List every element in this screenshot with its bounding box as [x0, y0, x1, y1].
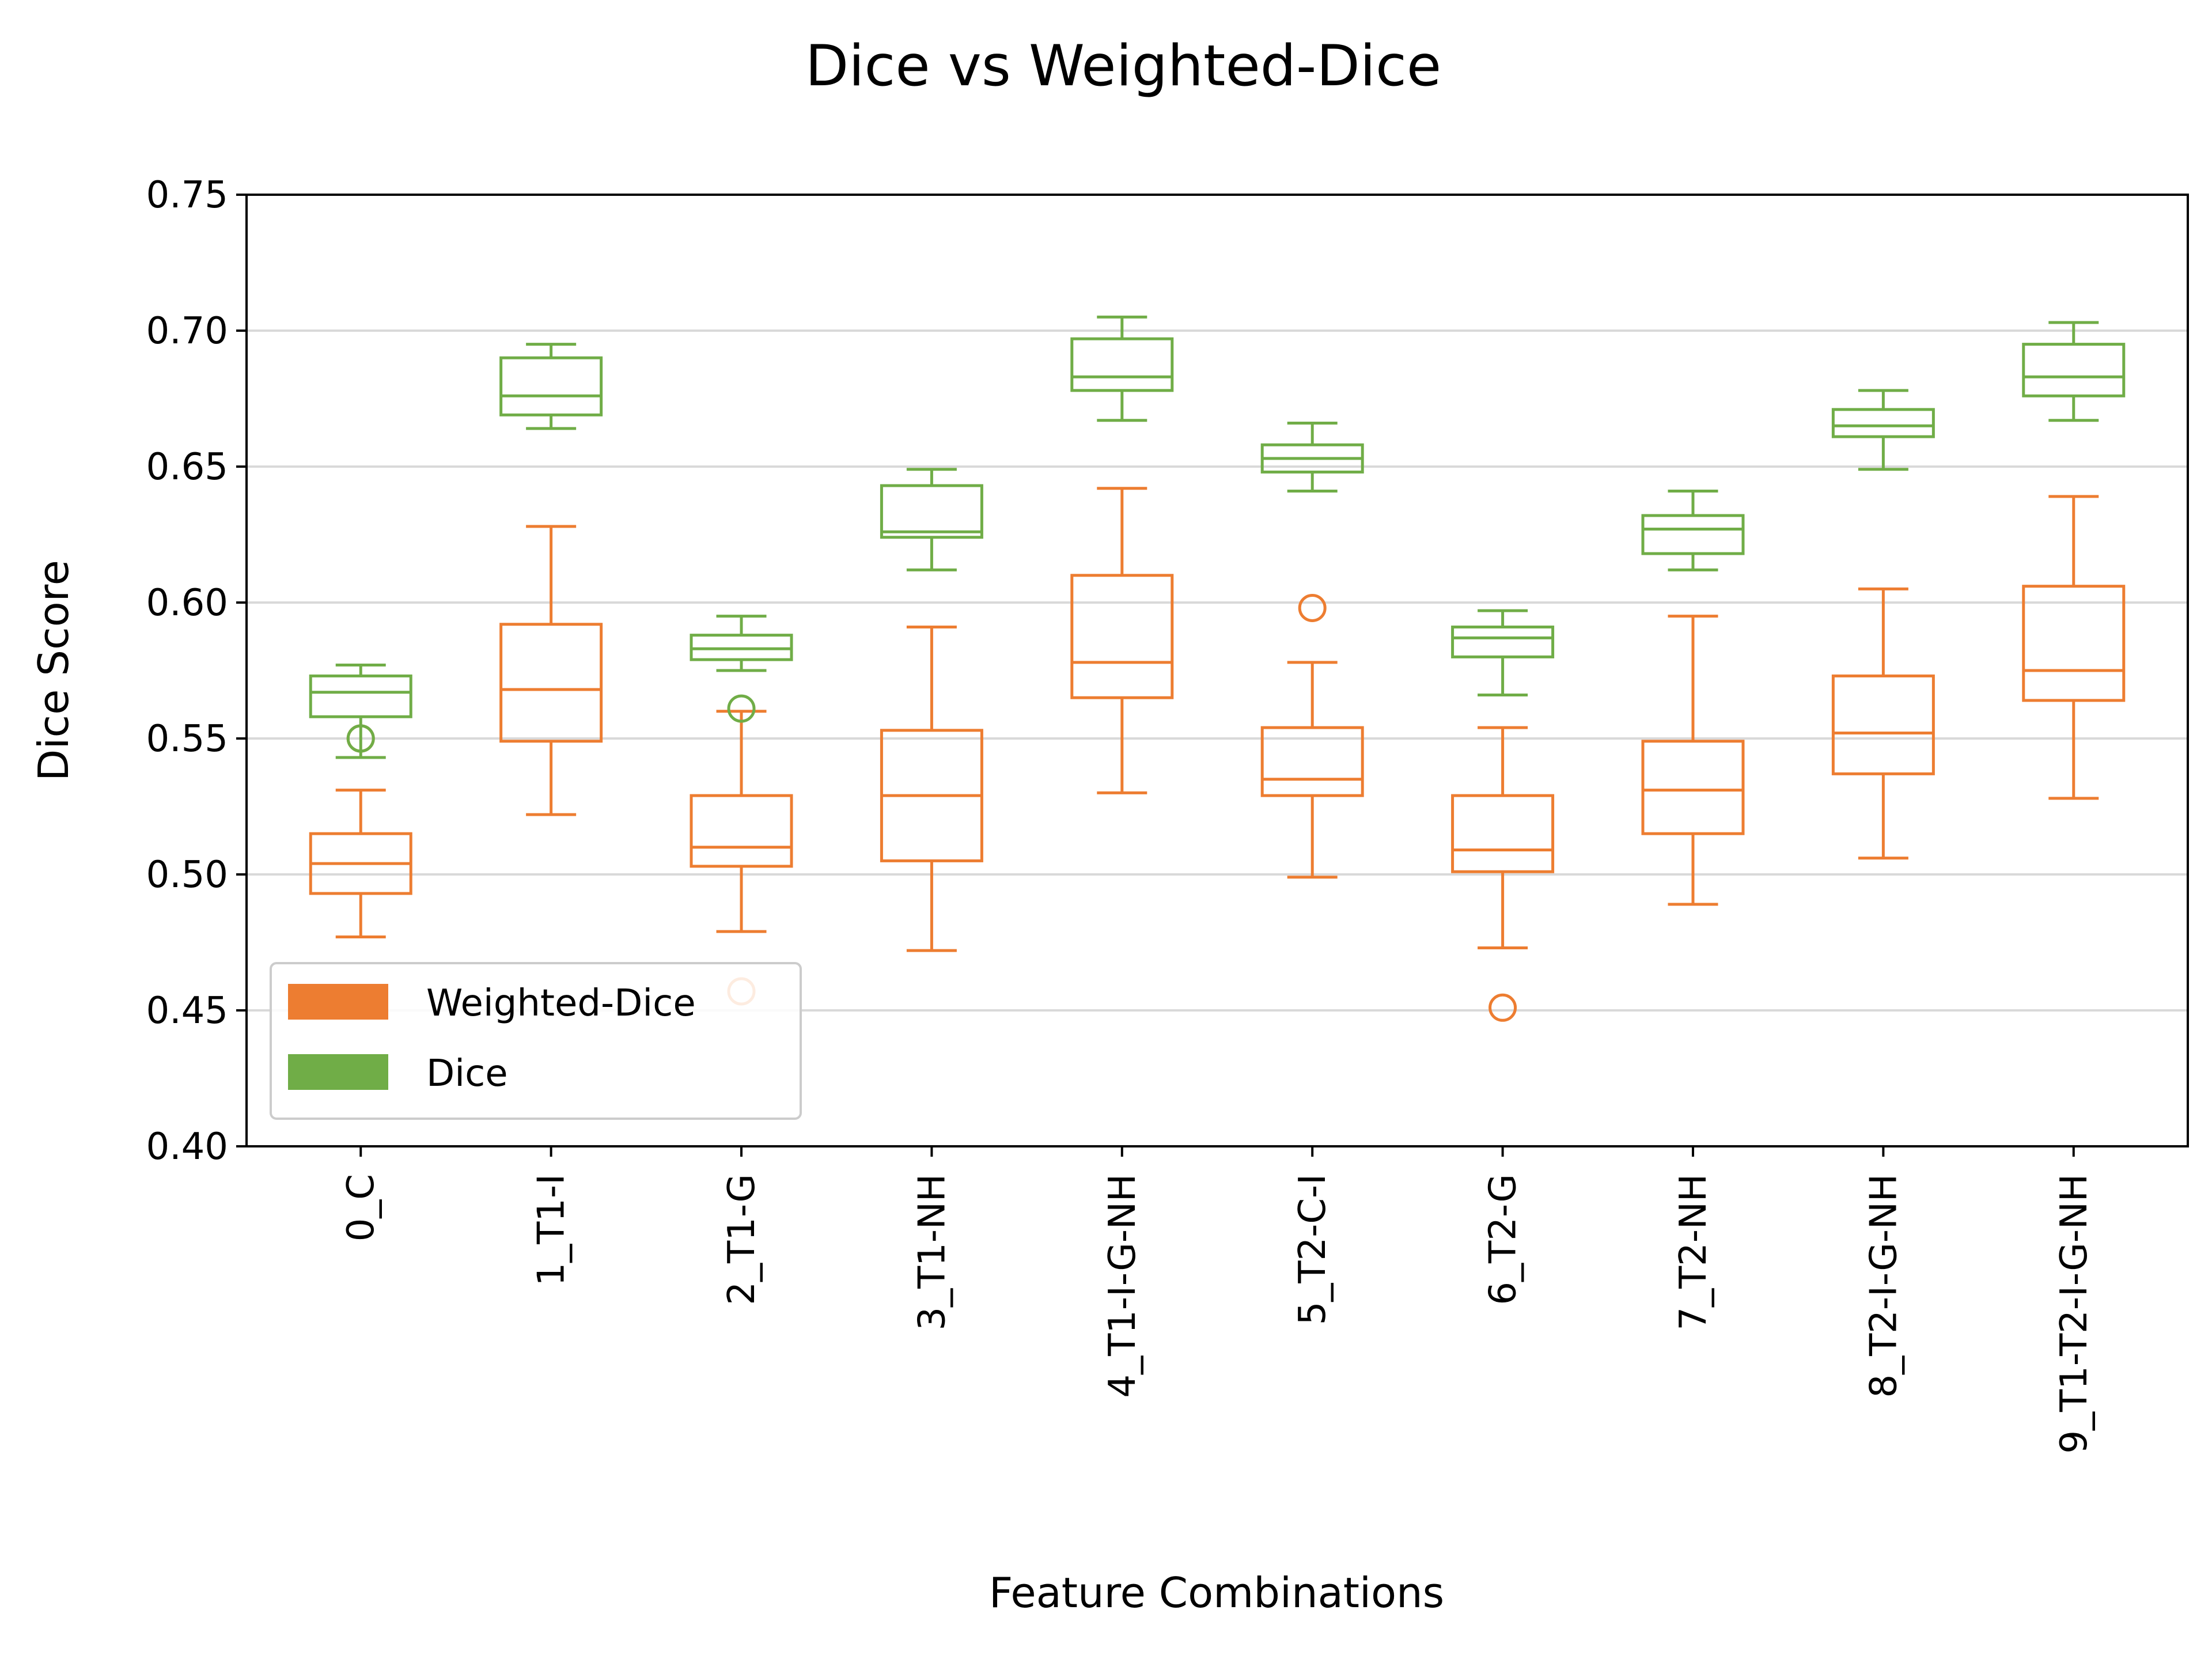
iqr-box: [1451, 794, 1555, 873]
y-axis-label: Dice Score: [29, 560, 78, 781]
y-axis: 0.40 0.45 0.50 0.55 0.60 0.65 0.70 0.75: [146, 174, 247, 1168]
box-weighted-dice: [2022, 495, 2126, 800]
box-weighted-dice: [1451, 726, 1555, 1022]
box-dice: [1451, 609, 1555, 696]
box-dice: [309, 664, 412, 759]
x-tick-label: 2_T1-G: [721, 1174, 763, 1305]
x-tick-label: 1_T1-I: [531, 1174, 573, 1286]
iqr-box: [1641, 740, 1745, 835]
x-tick-label: 3_T1-NH: [911, 1174, 953, 1331]
outlier-point: [1298, 593, 1327, 622]
box-dice: [1831, 389, 1935, 471]
legend-swatch-weighted-dice: [288, 984, 388, 1020]
box-dice: [1070, 315, 1174, 422]
legend-label-weighted-dice: Weighted-Dice: [426, 982, 696, 1025]
iqr-box: [499, 356, 603, 416]
x-tick-label: 0_C: [340, 1174, 382, 1241]
box-dice: [880, 468, 983, 571]
y-tick-label: 0.50: [146, 854, 229, 896]
iqr-box: [309, 674, 412, 718]
y-tick-label: 0.65: [146, 446, 229, 488]
x-tick-label: 5_T2-C-I: [1291, 1174, 1334, 1325]
y-tick-label: 0.55: [146, 718, 229, 760]
y-tick-label: 0.75: [146, 174, 229, 217]
x-tick-label: 8_T2-I-G-NH: [1862, 1174, 1905, 1398]
box-dice: [499, 343, 603, 430]
x-tick-label: 6_T2-G: [1482, 1174, 1525, 1305]
plot-frame: [245, 194, 2189, 1147]
iqr-box: [2022, 343, 2126, 397]
box-dice: [1260, 421, 1364, 493]
iqr-box: [1070, 337, 1174, 392]
iqr-box: [690, 794, 793, 868]
iqr-box: [880, 484, 983, 539]
box-weighted-dice: [1831, 587, 1935, 860]
gridlines: [247, 329, 2188, 1012]
outlier-point: [727, 694, 756, 723]
y-tick-label: 0.45: [146, 990, 229, 1032]
iqr-box: [1451, 625, 1555, 658]
iqr-box: [1260, 726, 1364, 797]
box-weighted-dice: [499, 525, 603, 816]
legend-label-dice: Dice: [426, 1052, 508, 1095]
outlier-point: [346, 724, 375, 753]
outlier-point: [1488, 993, 1517, 1022]
y-tick-label: 0.70: [146, 310, 229, 353]
x-axis-label: Feature Combinations: [989, 1569, 1444, 1617]
x-tick-label: 4_T1-I-G-NH: [1101, 1174, 1144, 1398]
x-tick-label: 9_T1-T2-I-G-NH: [2053, 1174, 2096, 1454]
iqr-box: [1831, 408, 1935, 438]
iqr-box: [499, 623, 603, 743]
chart-title: Dice vs Weighted-Dice: [805, 33, 1441, 99]
x-tick-label: 7_T2-NH: [1672, 1174, 1715, 1331]
x-axis: 0_C 1_T1-I 2_T1-G 3_T1-NH 4_T1-I-G-NH 5_T2-C-…: [340, 1146, 2096, 1454]
legend: Weighted-Dice Dice: [270, 962, 802, 1120]
box-weighted-dice: [880, 625, 983, 952]
box-weighted-dice: [1641, 615, 1745, 906]
y-tick-label: 0.40: [146, 1126, 229, 1168]
box-dice: [1641, 489, 1745, 571]
box-weighted-dice: [690, 710, 793, 1006]
iqr-box: [1831, 674, 1935, 775]
iqr-box: [1641, 514, 1745, 555]
box-weighted-dice: [1260, 593, 1364, 879]
iqr-box: [2022, 585, 2126, 702]
box-weighted-dice: [1070, 487, 1174, 794]
legend-frame: [270, 962, 802, 1120]
iqr-box: [1070, 574, 1174, 699]
box-plots: [309, 315, 2126, 1022]
legend-swatch-dice: [288, 1054, 388, 1090]
box-dice: [2022, 321, 2126, 422]
box-dice: [690, 615, 793, 723]
y-tick-label: 0.60: [146, 582, 229, 624]
